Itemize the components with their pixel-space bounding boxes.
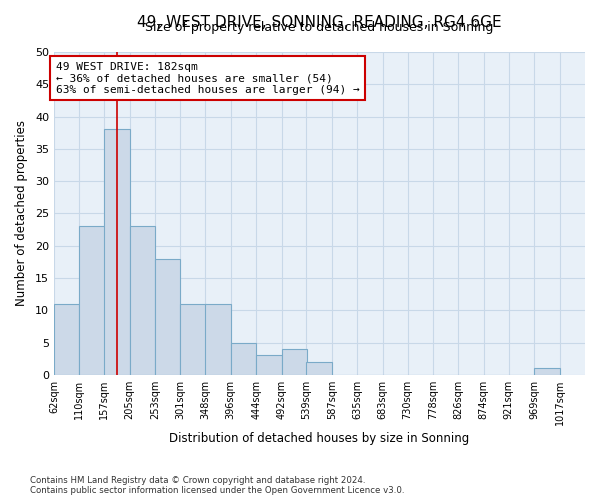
Bar [281,349,307,375]
Bar [155,258,181,375]
Y-axis label: Number of detached properties: Number of detached properties [15,120,28,306]
Text: Size of property relative to detached houses in Sonning: Size of property relative to detached ho… [145,21,494,34]
Bar [79,226,105,375]
Bar [104,130,130,375]
Text: Contains HM Land Registry data © Crown copyright and database right 2024.
Contai: Contains HM Land Registry data © Crown c… [30,476,404,495]
Text: 49 WEST DRIVE: 182sqm
← 36% of detached houses are smaller (54)
63% of semi-deta: 49 WEST DRIVE: 182sqm ← 36% of detached … [56,62,359,95]
Bar [54,304,79,375]
Bar [130,226,155,375]
Bar [205,304,231,375]
Title: 49, WEST DRIVE, SONNING, READING, RG4 6GE: 49, WEST DRIVE, SONNING, READING, RG4 6G… [137,15,502,30]
Bar [181,304,206,375]
Bar [307,362,332,375]
Bar [256,356,281,375]
X-axis label: Distribution of detached houses by size in Sonning: Distribution of detached houses by size … [169,432,470,445]
Bar [231,342,256,375]
Bar [534,368,560,375]
